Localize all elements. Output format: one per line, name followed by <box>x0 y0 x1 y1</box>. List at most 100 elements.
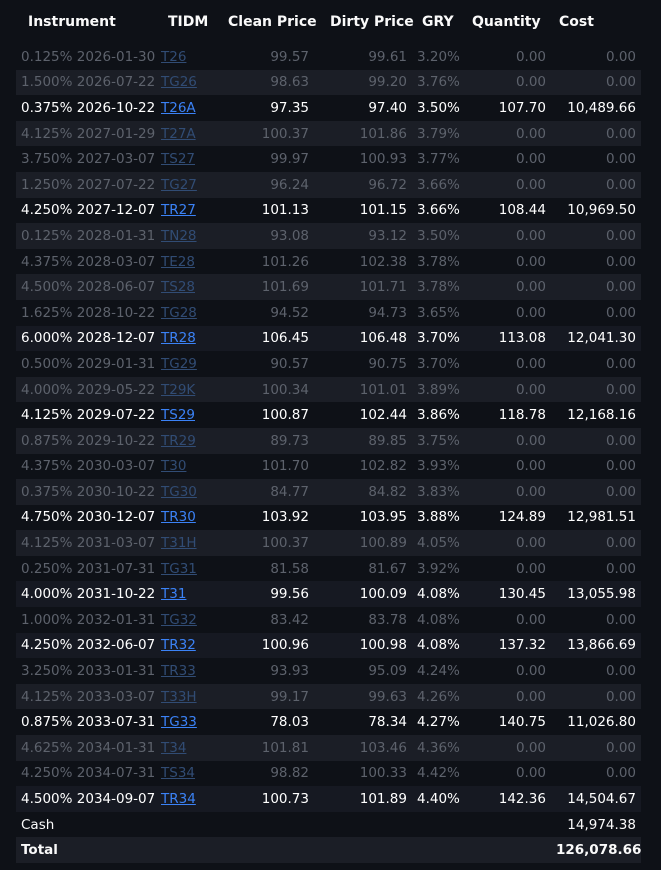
cash-row: Cash 14,974.38 <box>16 812 641 838</box>
cell-tidm: T26A <box>156 95 216 121</box>
header-cost[interactable]: Cost <box>559 14 594 30</box>
tidm-link[interactable]: TG32 <box>161 611 197 628</box>
cell-gry: 4.26% <box>417 688 460 705</box>
cell-clean-price: 84.77 <box>270 483 309 500</box>
cell-tidm: TG32 <box>156 607 216 633</box>
cell-instrument: 0.875% 2033-07-31 <box>16 709 156 736</box>
tidm-link[interactable]: TG26 <box>161 74 197 91</box>
tidm-link[interactable]: T33H <box>161 688 197 705</box>
cell-cost: 0.00 <box>605 663 636 680</box>
cell-dirty-price: 96.72 <box>368 176 407 193</box>
cell-quantity: 0.00 <box>515 765 546 782</box>
table-row: 6.000% 2028-12-07 TR28 106.45 106.48 3.70% 11… <box>16 325 641 352</box>
empty-cell <box>464 812 551 838</box>
cell-dirty-price: 83.78 <box>368 611 407 628</box>
tidm-link[interactable]: TG29 <box>161 355 197 372</box>
cell-clean-price: 103.92 <box>216 504 314 531</box>
cell-quantity: 118.78 <box>464 402 551 428</box>
cell-gry: 4.24% <box>417 663 460 680</box>
tidm-link[interactable]: TS29 <box>161 407 195 424</box>
tidm-link[interactable]: TR34 <box>161 791 196 808</box>
tidm-link[interactable]: TG33 <box>161 714 197 731</box>
empty-cell <box>314 812 412 838</box>
tidm-link[interactable]: T26 <box>161 48 187 65</box>
header-dirty-price[interactable]: Dirty Price <box>330 14 414 30</box>
tidm-link[interactable]: T34 <box>161 739 187 756</box>
cell-clean-price: 99.17 <box>270 688 309 705</box>
empty-cell <box>412 812 464 838</box>
table-row: 0.875% 2029-10-22 TR29 89.73 89.85 3.75% 0.00… <box>16 427 641 454</box>
tidm-link[interactable]: TR33 <box>161 663 196 680</box>
cell-instrument: 4.125% 2031-03-07 <box>21 535 156 552</box>
cell-dirty-price: 89.85 <box>368 432 407 449</box>
tidm-link[interactable]: TR27 <box>161 202 196 219</box>
cell-dirty-price: 97.40 <box>314 95 412 121</box>
tidm-link[interactable]: T27A <box>161 125 196 142</box>
cell-quantity: 124.89 <box>464 504 551 531</box>
table-row: 4.500% 2034-09-07 TR34 100.73 101.89 4.40% 14… <box>16 786 641 812</box>
cell-cost: 0.00 <box>605 253 636 270</box>
cell-quantity: 0.00 <box>515 227 546 244</box>
table-row: 4.375% 2028-03-07 TE28 101.26 102.38 3.78% 0.… <box>16 249 641 275</box>
cell-tidm: TG26 <box>156 70 216 96</box>
empty-cell <box>464 837 551 863</box>
cell-cost: 0.00 <box>605 560 636 577</box>
tidm-link[interactable]: TG30 <box>161 483 197 500</box>
table-row: 4.125% 2029-07-22 TS29 100.87 102.44 3.86% 11… <box>16 402 641 428</box>
cell-quantity: 0.00 <box>515 176 546 193</box>
tidm-link[interactable]: T31H <box>161 535 197 552</box>
cash-value: 14,974.38 <box>567 816 636 833</box>
header-gry[interactable]: GRY <box>422 14 454 30</box>
tidm-link[interactable]: TS34 <box>161 765 195 782</box>
tidm-link[interactable]: TG31 <box>161 560 197 577</box>
empty-cell <box>412 837 464 863</box>
tidm-link[interactable]: TR29 <box>161 432 196 449</box>
cell-instrument: 4.000% 2031-10-22 <box>16 581 156 608</box>
cell-cost: 0.00 <box>605 227 636 244</box>
cell-tidm: T31H <box>156 530 216 556</box>
tidm-link[interactable]: T26A <box>161 99 196 116</box>
header-clean-price[interactable]: Clean Price <box>228 14 317 30</box>
tidm-link[interactable]: T29K <box>161 381 196 398</box>
cell-dirty-price: 100.93 <box>359 151 407 168</box>
cell-cost: 0.00 <box>605 74 636 91</box>
tidm-link[interactable]: TS28 <box>161 279 195 296</box>
cell-dirty-price: 101.89 <box>314 786 412 812</box>
tidm-link[interactable]: TR30 <box>161 509 196 526</box>
tidm-link[interactable]: TR32 <box>161 637 196 654</box>
cell-instrument: 4.375% 2030-03-07 <box>21 458 156 475</box>
tidm-link[interactable]: TN28 <box>161 227 197 244</box>
cell-clean-price: 100.96 <box>216 632 314 659</box>
tidm-link[interactable]: TG28 <box>161 304 197 321</box>
cell-tidm: TG28 <box>156 300 216 326</box>
cell-dirty-price: 90.75 <box>368 355 407 372</box>
cell-gry: 3.88% <box>412 504 464 531</box>
cell-gry: 3.79% <box>417 125 460 142</box>
header-tidm[interactable]: TIDM <box>168 14 209 30</box>
table-row: 4.250% 2034-07-31 TS34 98.82 100.33 4.42% 0.0… <box>16 761 641 787</box>
empty-cell <box>216 837 314 863</box>
header-instrument[interactable]: Instrument <box>28 14 116 30</box>
cell-dirty-price: 101.01 <box>359 381 407 398</box>
header-quantity[interactable]: Quantity <box>472 14 541 30</box>
tidm-link[interactable]: TR28 <box>161 330 196 347</box>
tidm-link[interactable]: T31 <box>161 586 187 603</box>
cell-cost: 12,981.51 <box>551 504 641 531</box>
tidm-link[interactable]: TS27 <box>161 151 195 168</box>
cell-dirty-price: 100.89 <box>359 535 407 552</box>
cell-instrument: 0.500% 2029-01-31 <box>21 355 156 372</box>
cell-tidm: TE28 <box>156 249 216 275</box>
cell-gry: 3.50% <box>412 95 464 121</box>
cell-clean-price: 90.57 <box>270 355 309 372</box>
cell-instrument: 1.500% 2026-07-22 <box>21 74 156 91</box>
cell-clean-price: 106.45 <box>216 325 314 352</box>
table-row: 0.250% 2031-07-31 TG31 81.58 81.67 3.92% 0.00… <box>16 556 641 582</box>
tidm-link[interactable]: TG27 <box>161 176 197 193</box>
tidm-link[interactable]: T30 <box>161 458 187 475</box>
cell-quantity: 107.70 <box>464 95 551 121</box>
cell-gry: 4.27% <box>412 709 464 736</box>
cell-gry: 3.70% <box>412 325 464 352</box>
cell-instrument: 4.125% 2027-01-29 <box>21 125 156 142</box>
cell-quantity: 142.36 <box>464 786 551 812</box>
tidm-link[interactable]: TE28 <box>161 253 195 270</box>
